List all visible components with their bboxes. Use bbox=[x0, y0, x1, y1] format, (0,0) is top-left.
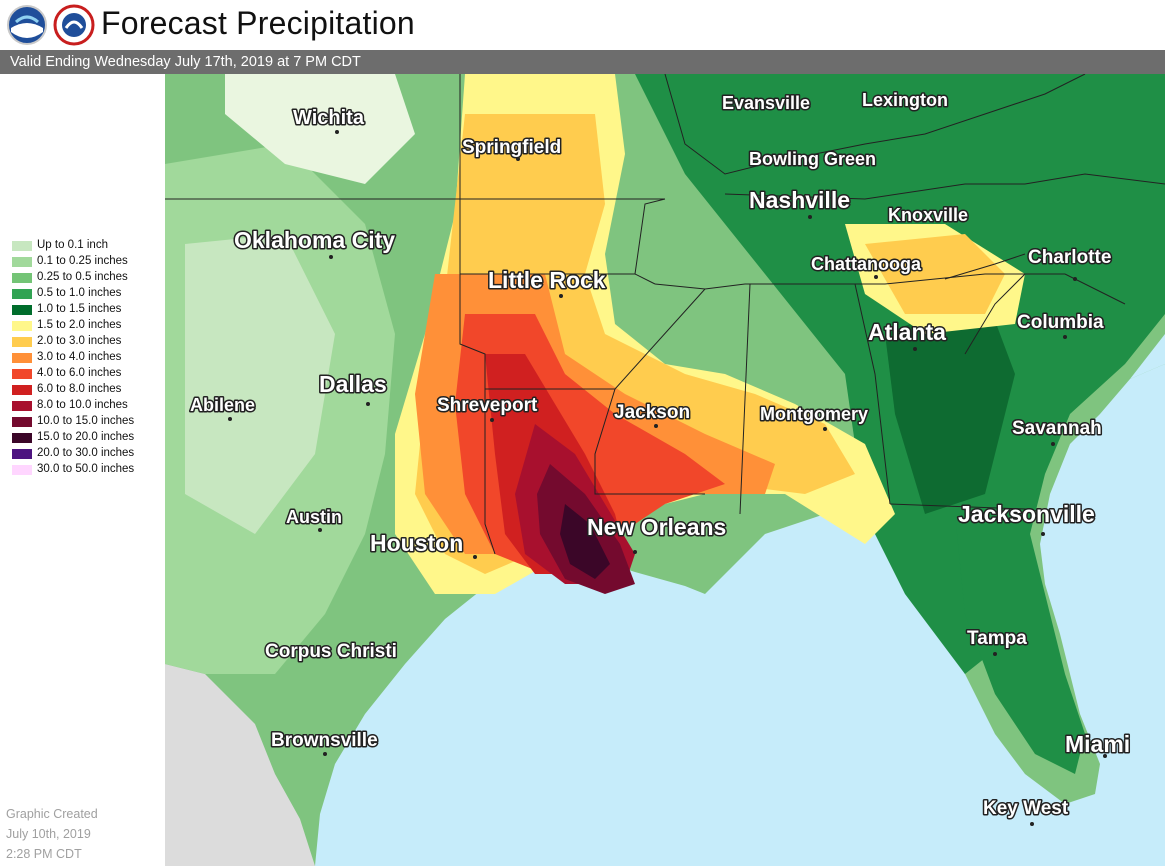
legend-label: Up to 0.1 inch bbox=[37, 239, 108, 251]
legend-swatch bbox=[12, 353, 32, 363]
city-label-wichita: Wichita bbox=[293, 107, 365, 129]
city-label-shreveport: Shreveport bbox=[437, 395, 538, 416]
mexico-area bbox=[165, 664, 315, 866]
legend-swatch bbox=[12, 273, 32, 283]
legend-swatch bbox=[12, 241, 32, 251]
city-label-brownsville: Brownsville bbox=[271, 730, 378, 751]
legend-label: 10.0 to 15.0 inches bbox=[37, 415, 135, 427]
city-label-columbia: Columbia bbox=[1017, 312, 1104, 333]
legend-label: 1.5 to 2.0 inches bbox=[37, 319, 122, 331]
legend-swatch bbox=[12, 257, 32, 267]
city-label-little-rock: Little Rock bbox=[488, 267, 606, 293]
legend-label: 0.5 to 1.0 inches bbox=[37, 287, 122, 299]
city-label-jacksonville: Jacksonville bbox=[958, 501, 1095, 527]
legend-label: 3.0 to 4.0 inches bbox=[37, 351, 122, 363]
city-label-abilene: Abilene bbox=[190, 395, 255, 415]
legend-swatch bbox=[12, 305, 32, 315]
legend-label: 2.0 to 3.0 inches bbox=[37, 335, 122, 347]
legend-swatch bbox=[12, 321, 32, 331]
city-label-austin: Austin bbox=[286, 507, 342, 527]
legend-label: 0.1 to 0.25 inches bbox=[37, 255, 128, 267]
city-label-bowling-green: Bowling Green bbox=[749, 149, 876, 169]
left-panel: Up to 0.1 inch 0.1 to 0.25 inches 0.25 to … bbox=[0, 74, 165, 866]
legend-swatch bbox=[12, 289, 32, 299]
legend-swatch bbox=[12, 401, 32, 411]
precip-map: Wichita Springfield Evansville Lexington… bbox=[165, 74, 1165, 866]
legend-swatch bbox=[12, 385, 32, 395]
graphic-created: Graphic Created July 10th, 2019 2:28 PM … bbox=[6, 804, 98, 864]
legend-label: 8.0 to 10.0 inches bbox=[37, 399, 128, 411]
page-title: Forecast Precipitation bbox=[101, 5, 415, 41]
city-label-key-west: Key West bbox=[983, 798, 1069, 819]
city-label-miami: Miami bbox=[1065, 731, 1130, 757]
city-label-chattanooga: Chattanooga bbox=[811, 254, 922, 274]
city-label-new-orleans: New Orleans bbox=[587, 514, 726, 540]
created-line-3: 2:28 PM CDT bbox=[6, 847, 82, 861]
legend-label: 15.0 to 20.0 inches bbox=[37, 431, 135, 443]
city-label-tampa: Tampa bbox=[967, 628, 1027, 649]
precip-darkest-ga bbox=[885, 294, 1015, 514]
legend-label: 4.0 to 6.0 inches bbox=[37, 367, 122, 379]
city-labels: Wichita Springfield Evansville Lexington… bbox=[189, 89, 1132, 826]
city-label-lexington: Lexington bbox=[862, 90, 948, 110]
created-line-1: Graphic Created bbox=[6, 807, 98, 821]
city-label-springfield: Springfield bbox=[462, 137, 561, 158]
valid-time-text: Valid Ending Wednesday July 17th, 2019 a… bbox=[10, 54, 361, 70]
city-label-montgomery: Montgomery bbox=[760, 404, 868, 424]
legend-swatch bbox=[12, 433, 32, 443]
legend-label: 30.0 to 50.0 inches bbox=[37, 463, 135, 475]
precip-dark-fl bbox=[955, 514, 1085, 774]
city-label-houston: Houston bbox=[370, 530, 463, 556]
precip-darkest bbox=[560, 504, 610, 579]
city-label-charlotte: Charlotte bbox=[1028, 247, 1111, 268]
city-label-atlanta: Atlanta bbox=[868, 319, 946, 345]
legend-swatch bbox=[12, 465, 32, 475]
legend-swatch bbox=[12, 449, 32, 459]
city-label-corpus-christi: Corpus Christi bbox=[265, 641, 397, 662]
city-label-savannah: Savannah bbox=[1012, 418, 1102, 439]
city-label-evansville: Evansville bbox=[722, 93, 810, 113]
created-line-2: July 10th, 2019 bbox=[6, 827, 91, 841]
header: Forecast Precipitation bbox=[0, 0, 1165, 50]
precip-lightorange-tn bbox=[865, 234, 1005, 314]
city-label-nashville: Nashville bbox=[749, 187, 850, 213]
legend-label: 20.0 to 30.0 inches bbox=[37, 447, 135, 459]
nws-logo bbox=[53, 4, 95, 46]
city-label-dallas: Dallas bbox=[319, 371, 387, 397]
state-borders bbox=[165, 74, 1165, 555]
legend-label: 6.0 to 8.0 inches bbox=[37, 383, 122, 395]
city-label-knoxville: Knoxville bbox=[888, 205, 968, 225]
valid-time-bar: Valid Ending Wednesday July 17th, 2019 a… bbox=[0, 50, 1165, 74]
legend-swatch bbox=[12, 369, 32, 379]
legend-swatch bbox=[12, 337, 32, 347]
legend-label: 0.25 to 0.5 inches bbox=[37, 271, 128, 283]
gulf-water bbox=[315, 364, 1165, 866]
city-label-jackson: Jackson bbox=[614, 402, 690, 423]
noaa-logo bbox=[7, 5, 47, 45]
legend-label: 1.0 to 1.5 inches bbox=[37, 303, 122, 315]
agency-logos bbox=[7, 4, 95, 46]
precip-lightest-west bbox=[185, 234, 335, 534]
precip-lightest-kansas bbox=[225, 74, 415, 184]
city-label-oklahoma-city: Oklahoma City bbox=[234, 227, 395, 253]
legend-swatch bbox=[12, 417, 32, 427]
atlantic-water bbox=[1130, 314, 1165, 379]
